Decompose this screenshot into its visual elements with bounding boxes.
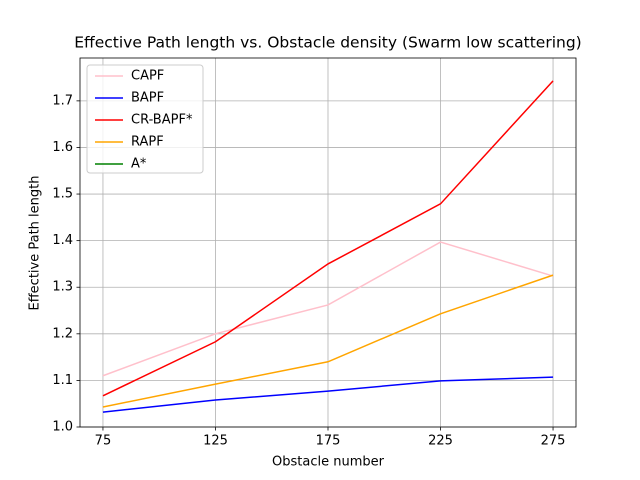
chart-title: Effective Path length vs. Obstacle densi… (74, 34, 581, 52)
x-tick-label: 175 (316, 434, 341, 449)
x-tick-label: 275 (541, 434, 566, 449)
legend-label: RAPF (131, 135, 164, 150)
x-tick-label: 225 (428, 434, 453, 449)
y-tick-label: 1.0 (52, 420, 73, 435)
axes-frame (79, 57, 577, 428)
x-axis-label: Obstacle number (272, 455, 385, 470)
series-line (102, 274, 554, 408)
y-tick-label: 1.6 (52, 140, 73, 155)
y-tick-label: 1.1 (52, 373, 73, 388)
y-tick-label: 1.5 (52, 187, 73, 202)
y-tick-label: 1.7 (52, 93, 73, 108)
legend-label: CAPF (131, 69, 164, 84)
legend-label: A* (131, 157, 147, 172)
x-tick-label: 125 (203, 434, 228, 449)
y-tick-label: 1.3 (52, 280, 73, 295)
legend-label: CR-BAPF* (131, 113, 193, 128)
series-line (102, 80, 554, 397)
legend-box (86, 64, 204, 174)
legend-label: BAPF (131, 91, 164, 106)
y-tick-label: 1.2 (52, 326, 73, 341)
series-line (102, 241, 554, 377)
series-line (102, 376, 554, 413)
y-axis-label: Effective Path length (28, 176, 43, 311)
y-tick-label: 1.4 (52, 233, 73, 248)
x-tick-label: 75 (95, 434, 112, 449)
